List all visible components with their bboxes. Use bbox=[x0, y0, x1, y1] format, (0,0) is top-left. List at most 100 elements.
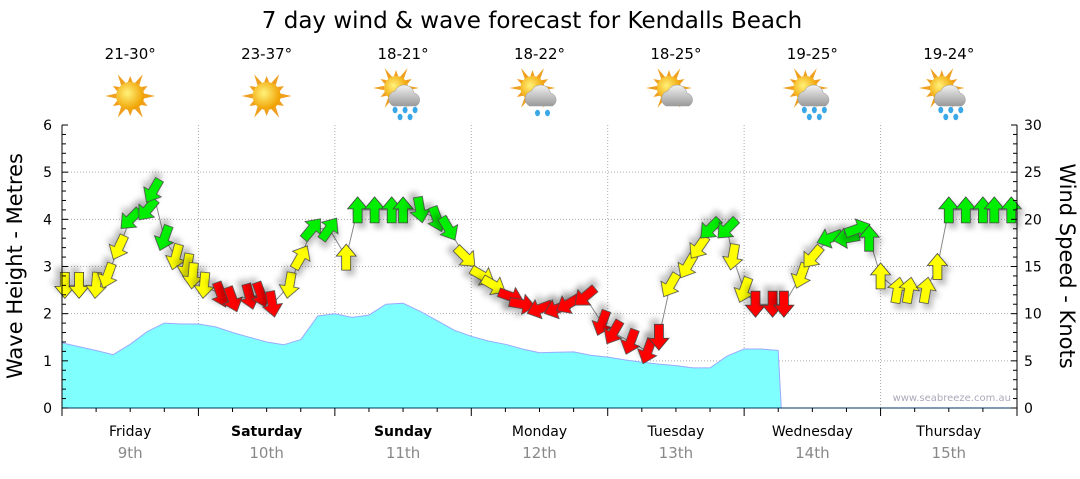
sun-ray bbox=[939, 70, 944, 77]
wind-series bbox=[53, 176, 1023, 365]
cloud bbox=[388, 84, 420, 107]
sun-ray bbox=[264, 76, 270, 83]
wind-arrow bbox=[193, 271, 215, 299]
sun-ray bbox=[254, 106, 262, 118]
wave-height-area bbox=[62, 303, 782, 408]
temperature-range: 19-25° bbox=[787, 45, 838, 63]
wind-arrow bbox=[926, 252, 949, 280]
sun-disc bbox=[116, 82, 145, 110]
sun-ray bbox=[536, 68, 544, 79]
temperature-range: 18-21° bbox=[378, 45, 429, 63]
wind-arrow bbox=[437, 214, 459, 241]
date-label: 9th bbox=[118, 444, 143, 462]
wind-arrow bbox=[915, 276, 937, 305]
y2-tick-label: 10 bbox=[1024, 307, 1042, 323]
wind-arrow bbox=[898, 276, 920, 305]
y-tick-label: 6 bbox=[43, 118, 52, 134]
y2-tick-label: 25 bbox=[1024, 165, 1042, 181]
rain-drop bbox=[816, 113, 822, 121]
wind-arrow bbox=[289, 245, 311, 272]
sun-ray bbox=[666, 70, 672, 77]
date-label: 12th bbox=[522, 444, 556, 462]
sun-ray bbox=[672, 68, 681, 79]
sun-disc bbox=[252, 82, 281, 110]
wind-arrow bbox=[138, 196, 160, 221]
cloud bbox=[934, 84, 966, 107]
wind-arrow bbox=[574, 284, 599, 306]
day-label: Friday bbox=[109, 424, 151, 440]
y2-tick-label: 5 bbox=[1024, 354, 1033, 370]
date-label: 13th bbox=[659, 444, 693, 462]
sun-ray bbox=[803, 70, 808, 77]
sun-ray bbox=[373, 85, 385, 91]
date-label: 14th bbox=[795, 444, 829, 462]
rain-drop bbox=[806, 113, 812, 121]
day-label: Tuesday bbox=[646, 424, 704, 440]
rain-drop bbox=[397, 113, 403, 121]
sun-ray bbox=[117, 106, 126, 118]
wave-height-line bbox=[61, 302, 782, 409]
sun-cloud-rain-icon bbox=[782, 68, 830, 121]
sun-ray bbox=[140, 100, 148, 106]
sun-ray bbox=[400, 68, 408, 79]
cloud bbox=[661, 84, 693, 107]
wind-arrow bbox=[452, 244, 476, 267]
wind-arrow bbox=[858, 224, 881, 252]
y-tick-label: 2 bbox=[43, 307, 52, 323]
temperature-range: 23-37° bbox=[241, 45, 292, 63]
wind-arrow bbox=[603, 318, 625, 345]
wind-arrow bbox=[620, 327, 641, 355]
rain-drop bbox=[535, 109, 540, 117]
sun-ray bbox=[140, 86, 148, 92]
wind-arrow bbox=[261, 290, 284, 318]
rain-drop bbox=[938, 106, 944, 114]
rain-drop bbox=[953, 113, 959, 121]
sun-cloud-drizzle-icon bbox=[509, 68, 557, 117]
y-tick-label: 5 bbox=[43, 165, 52, 181]
y2-tick-label: 20 bbox=[1024, 212, 1042, 228]
sun-ray bbox=[143, 93, 156, 99]
y-tick-label: 0 bbox=[43, 401, 52, 417]
wind-arrow bbox=[97, 261, 118, 289]
wind-arrow bbox=[392, 196, 414, 224]
y-tick-label: 3 bbox=[43, 260, 52, 276]
sun-ray bbox=[264, 109, 270, 116]
wind-arrow bbox=[803, 243, 825, 268]
sun-ray bbox=[945, 68, 954, 79]
sun-ray bbox=[117, 74, 126, 86]
sun-ray bbox=[393, 70, 399, 77]
day-label: Monday bbox=[512, 424, 567, 440]
rain-drop bbox=[801, 106, 807, 114]
wind-arrow bbox=[1000, 196, 1023, 224]
rain-drop bbox=[821, 106, 827, 114]
y2-tick-label: 30 bbox=[1024, 118, 1042, 134]
rain-drop bbox=[948, 106, 954, 114]
wind-arrow bbox=[869, 262, 892, 290]
rain-drop bbox=[412, 106, 418, 114]
wind-arrow bbox=[278, 271, 300, 299]
wind-arrow bbox=[143, 176, 164, 203]
temperature-range: 19-24° bbox=[923, 45, 974, 63]
sun-ray bbox=[127, 109, 133, 116]
cloud bbox=[797, 84, 830, 107]
temperature-range: 18-22° bbox=[514, 45, 565, 63]
sun-ray bbox=[793, 68, 802, 79]
date-label: 15th bbox=[932, 444, 966, 462]
y2-tick-label: 0 bbox=[1024, 401, 1033, 417]
date-label: 11th bbox=[386, 444, 420, 462]
y-tick-label: 4 bbox=[43, 212, 52, 228]
cloud bbox=[524, 84, 557, 107]
sun-ray bbox=[112, 100, 120, 106]
wind-arrow bbox=[479, 274, 506, 296]
sun-ray bbox=[530, 70, 535, 77]
rain-drop bbox=[545, 109, 550, 117]
sun-ray bbox=[249, 100, 256, 106]
y-axis-label: Wave Height - Metres bbox=[3, 153, 27, 379]
wind-arrow bbox=[222, 285, 243, 313]
sun-ray bbox=[134, 106, 143, 118]
rain-drop bbox=[811, 106, 817, 114]
sun-ray bbox=[254, 74, 262, 86]
wind-arrow bbox=[722, 243, 744, 271]
rain-drop bbox=[943, 113, 949, 121]
